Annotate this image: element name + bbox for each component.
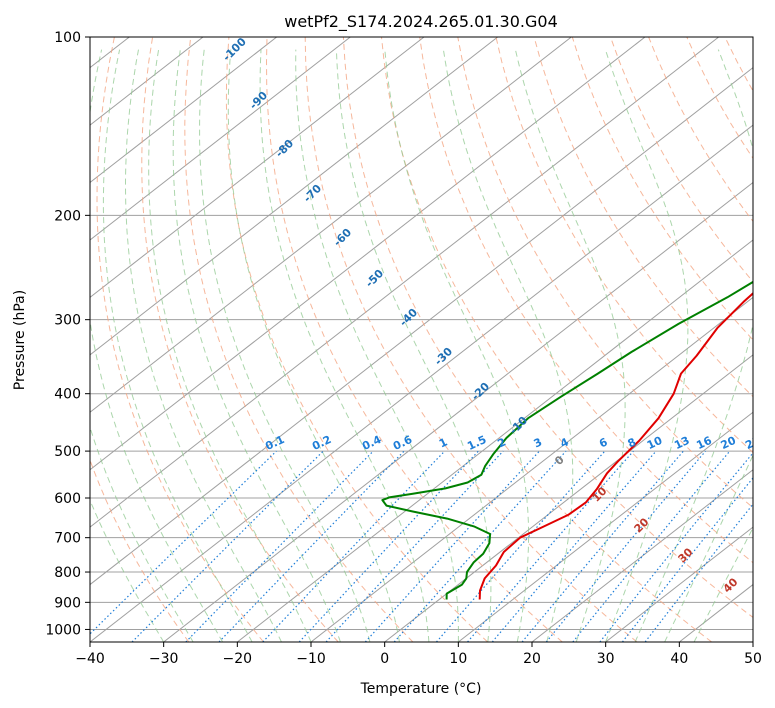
dry-adiabat-line: [419, 37, 753, 564]
y-axis-title: Pressure (hPa): [12, 290, 28, 390]
moist-adiabat-line: [172, 49, 341, 642]
plot-frame: [89, 36, 754, 643]
dry-adiabat-line: [304, 37, 638, 642]
moist-adiabat-line: [227, 49, 400, 642]
isotherm-line: [237, 239, 753, 642]
mixing-ratio-line: [185, 450, 374, 642]
x-tick-label: 10: [449, 651, 467, 667]
moist-adiabat-line: [199, 49, 371, 642]
moist-adiabat-line: [102, 49, 253, 642]
dry-adiabat-line: [90, 458, 190, 642]
mixing-ratio-line: [599, 451, 753, 642]
dry-adiabat-line: [141, 37, 339, 642]
moist-adiabat-line: [335, 49, 492, 642]
y-tick-label: 700: [54, 531, 81, 547]
isotherm-line: [458, 411, 753, 642]
mixing-ratio-label: 13: [672, 434, 691, 452]
dry-adiabat-line: [184, 37, 414, 642]
isotherm-line: [90, 37, 719, 528]
mixing-ratio-label: 25: [743, 434, 762, 452]
y-tick-label: 300: [54, 313, 81, 329]
chart-title: wetPf2_S174.2024.265.01.30.G04: [284, 12, 558, 32]
isotherm-line: [90, 37, 425, 299]
moist-adiabat-line: [148, 49, 312, 642]
moist-adiabat-line: [442, 49, 574, 642]
moist-adiabat-line: [125, 49, 282, 642]
temperature-profile-line: [478, 292, 753, 600]
isotherm-line: [90, 37, 277, 184]
mixing-ratio-line: [325, 450, 504, 642]
dry-adiabat-line: [381, 37, 753, 619]
x-tick-label: −40: [75, 651, 105, 667]
isotherm-line: [90, 37, 498, 356]
mixing-ratio-label: 16: [694, 434, 714, 452]
isotherm-line: [90, 37, 646, 471]
y-tick-label: 1000: [45, 622, 81, 638]
mixing-ratio-label: 20: [719, 434, 739, 452]
x-tick-label: −30: [149, 651, 179, 667]
moist-adiabat-line: [259, 49, 430, 642]
moist-adiabat-line: [90, 49, 224, 642]
isotherm-line: [384, 354, 753, 642]
mixing-ratio-line: [262, 450, 446, 642]
isotherm-line: [605, 526, 753, 642]
x-tick-label: 20: [523, 651, 541, 667]
y-tick-label: 100: [54, 30, 81, 46]
mixing-ratio-line: [572, 450, 731, 642]
moist-adiabat-line: [514, 49, 626, 642]
isotherm-line: [90, 37, 572, 413]
moist-adiabat-line: [295, 49, 459, 642]
dry-adiabat-line: [265, 37, 563, 642]
dewpoint-profile-line: [381, 280, 753, 600]
isotherm-line: [90, 37, 351, 241]
mixing-ratio-line: [90, 450, 277, 635]
y-tick-label: 800: [54, 565, 81, 581]
x-tick-label: −10: [296, 651, 326, 667]
mixing-ratio-line: [298, 450, 479, 642]
moist-adiabat-line: [90, 425, 194, 642]
y-tick-label: 400: [54, 387, 81, 403]
x-tick-label: 30: [597, 651, 615, 667]
isotherm-line: [90, 67, 753, 586]
mixing-ratio-line: [435, 450, 606, 642]
moist-adiabat-line: [604, 49, 689, 642]
x-tick-label: 40: [670, 651, 688, 667]
y-tick-label: 900: [54, 595, 81, 611]
mixing-ratio-line: [545, 450, 707, 642]
moist-adiabat-line: [384, 49, 530, 642]
mixing-ratio-line: [521, 450, 684, 642]
isotherm-line: [163, 181, 753, 642]
y-tick-label: 200: [54, 208, 81, 224]
x-axis-title: Temperature (°C): [360, 681, 482, 697]
y-tick-label: 600: [54, 491, 81, 507]
mixing-ratio-line: [364, 450, 540, 642]
mixing-ratio-label: 10: [645, 434, 665, 452]
isotherm-line: [90, 124, 753, 642]
moist-adiabat-line: [664, 454, 753, 642]
mixing-ratio-line: [131, 450, 324, 642]
moist-adiabat-line: [634, 49, 753, 642]
dry-adiabat-line: [457, 37, 753, 509]
mixing-ratio-line: [621, 476, 753, 642]
mixing-ratio-line: [218, 450, 405, 642]
x-tick-label: 0: [380, 651, 389, 667]
dry-adiabat-line: [342, 37, 713, 642]
x-tick-label: −20: [223, 651, 253, 667]
dry-adiabat-line: [96, 37, 264, 642]
y-tick-label: 500: [54, 444, 81, 460]
mixing-ratio-line: [393, 450, 567, 642]
isotherm-line: [531, 469, 753, 642]
x-tick-label: 50: [744, 651, 762, 667]
